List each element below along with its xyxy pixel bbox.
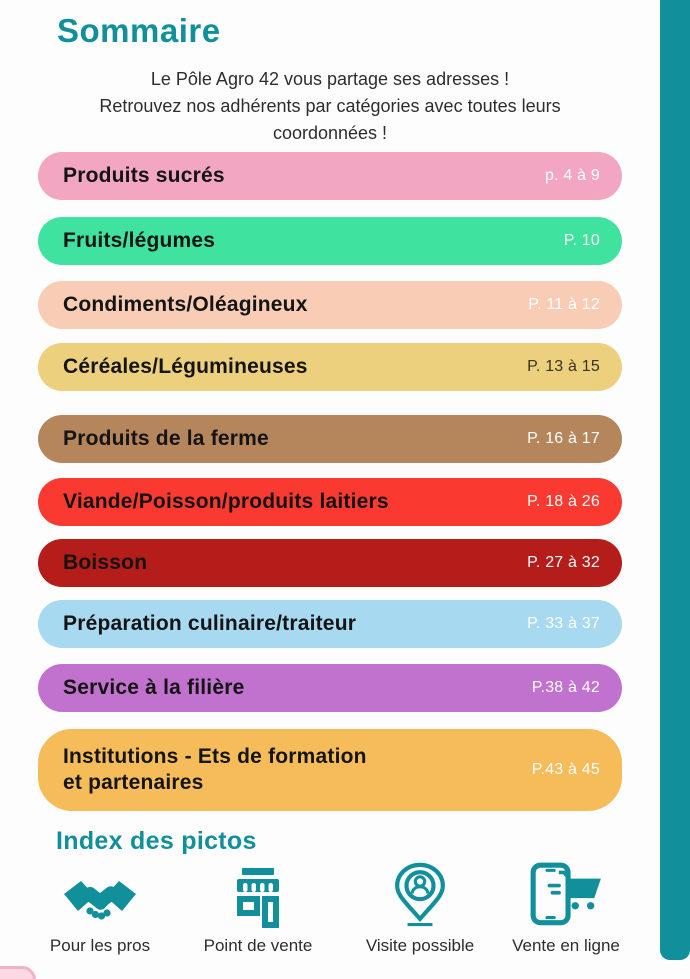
toc-entry-label: Préparation culinaire/traiteur: [63, 612, 357, 635]
toc-entry-boisson[interactable]: Boisson P. 27 à 32: [38, 539, 622, 587]
toc-entry-label: Condiments/Oléagineux: [63, 293, 308, 316]
toc-entry-pages: P. 16 à 17: [527, 430, 600, 447]
toc-entry-label: Fruits/légumes: [63, 229, 216, 252]
toc-entry-pages: P.38 à 42: [531, 679, 600, 696]
toc-entry-pages: P. 13 à 15: [527, 358, 600, 375]
online-sale-icon: [527, 860, 605, 928]
intro-text: Le Pôle Agro 42 vous partage ses adresse…: [38, 66, 622, 147]
side-accent-bar: [660, 0, 690, 960]
picto-label: Visite possible: [365, 936, 475, 955]
toc-entry-label: Produits de la ferme: [63, 427, 269, 450]
toc-entry-pages: P. 10: [563, 232, 600, 249]
toc-entry-preparation-culinaire[interactable]: Préparation culinaire/traiteur P. 33 à 3…: [38, 600, 622, 648]
toc-entry-label: Boisson: [63, 551, 148, 574]
toc-entry-condiments-oleagineux[interactable]: Condiments/Oléagineux P. 11 à 12: [38, 281, 622, 329]
intro-line-2: Retrouvez nos adhérents par catégories a…: [99, 96, 561, 116]
toc-entry-produits-sucres[interactable]: Produits sucrés p. 4 à 9: [38, 152, 622, 200]
pictos-index-heading: Index des pictos: [56, 827, 257, 855]
toc-entry-cereales-legumineuses[interactable]: Céréales/Légumineuses P. 13 à 15: [38, 343, 622, 391]
intro-line-1: Le Pôle Agro 42 vous partage ses adresse…: [150, 69, 510, 89]
toc-entry-pages: P. 33 à 37: [527, 615, 600, 632]
picto-point-de-vente: Point de vente: [183, 860, 333, 956]
toc-entry-pages: P. 27 à 32: [527, 554, 600, 571]
toc-entry-label: Institutions - Ets de formation et parte…: [63, 745, 367, 794]
toc-entry-viande-poisson-laitiers[interactable]: Viande/Poisson/produits laitiers P. 18 à…: [38, 478, 622, 526]
picto-vente-en-ligne: Vente en ligne: [491, 860, 641, 956]
toc-entry-produits-ferme[interactable]: Produits de la ferme P. 16 à 17: [38, 415, 622, 463]
picto-label: Vente en ligne: [512, 936, 620, 955]
toc-entry-label: Service à la filière: [63, 676, 245, 699]
toc-entry-pages: P. 11 à 12: [528, 296, 600, 313]
toc-entry-fruits-legumes[interactable]: Fruits/légumes P. 10: [38, 217, 622, 265]
picto-label: Pour les pros: [49, 936, 151, 955]
intro-line-3: coordonnées !: [272, 123, 388, 143]
toc-entry-label: Produits sucrés: [63, 164, 225, 187]
bottom-left-pink-accent: [0, 966, 36, 979]
picto-pour-les-pros: Pour les pros: [25, 860, 175, 956]
visit-pin-icon: [393, 860, 447, 928]
picto-label: Point de vente: [203, 936, 313, 955]
toc-entry-pages: p. 4 à 9: [545, 167, 600, 184]
toc-entry-service-filiere[interactable]: Service à la filière P.38 à 42: [38, 664, 622, 712]
toc-entry-institutions[interactable]: Institutions - Ets de formation et parte…: [38, 729, 622, 811]
storefront-icon: [231, 860, 285, 928]
picto-visite-possible: Visite possible: [345, 860, 495, 956]
toc-entry-pages: P. 18 à 26: [527, 493, 600, 510]
toc-entry-label: Viande/Poisson/produits laitiers: [63, 490, 389, 513]
handshake-icon: [62, 860, 138, 928]
toc-entry-label: Céréales/Légumineuses: [63, 355, 308, 378]
toc-entry-pages: P.43 à 45: [531, 761, 600, 778]
page-title: Sommaire: [57, 12, 221, 49]
